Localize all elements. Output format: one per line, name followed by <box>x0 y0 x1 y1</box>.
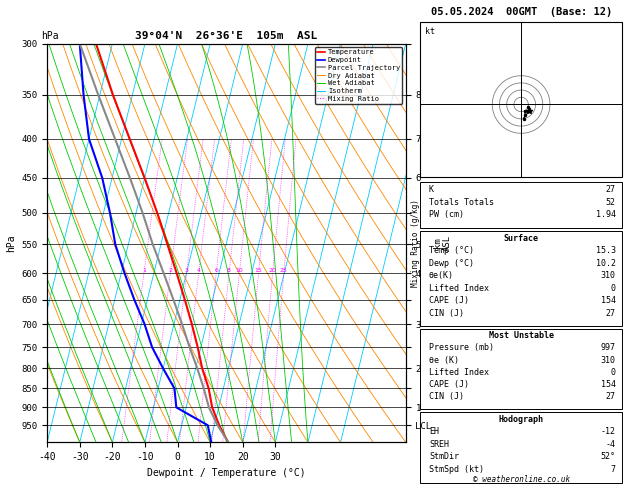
Text: 27: 27 <box>606 185 616 194</box>
X-axis label: Dewpoint / Temperature (°C): Dewpoint / Temperature (°C) <box>147 468 306 478</box>
Text: Surface: Surface <box>504 234 538 243</box>
Text: 20: 20 <box>269 268 277 273</box>
Text: 6: 6 <box>214 268 218 273</box>
Y-axis label: km
ASL: km ASL <box>433 235 452 251</box>
Text: 39°04'N  26°36'E  105m  ASL: 39°04'N 26°36'E 105m ASL <box>135 31 318 41</box>
Bar <box>420 22 622 177</box>
Text: θe (K): θe (K) <box>429 355 459 364</box>
Text: 15.3: 15.3 <box>596 246 616 255</box>
Text: K: K <box>429 185 434 194</box>
Text: StmSpd (kt): StmSpd (kt) <box>429 465 484 474</box>
Text: CAPE (J): CAPE (J) <box>429 296 469 305</box>
Text: PW (cm): PW (cm) <box>429 210 464 220</box>
Text: CIN (J): CIN (J) <box>429 392 464 401</box>
Text: CIN (J): CIN (J) <box>429 309 464 317</box>
Text: CAPE (J): CAPE (J) <box>429 380 469 389</box>
Text: 52: 52 <box>606 198 616 207</box>
Text: Temp (°C): Temp (°C) <box>429 246 474 255</box>
Text: kt: kt <box>425 27 435 36</box>
Bar <box>420 182 622 228</box>
Text: Lifted Index: Lifted Index <box>429 367 489 377</box>
Text: 10.2: 10.2 <box>596 259 616 268</box>
Text: Lifted Index: Lifted Index <box>429 283 489 293</box>
Text: 25: 25 <box>280 268 287 273</box>
Text: Mixing Ratio (g/kg): Mixing Ratio (g/kg) <box>411 199 420 287</box>
Text: 8: 8 <box>227 268 231 273</box>
Text: 310: 310 <box>601 271 616 280</box>
Text: 2: 2 <box>169 268 172 273</box>
Text: 10: 10 <box>235 268 243 273</box>
Text: Totals Totals: Totals Totals <box>429 198 494 207</box>
Text: 7: 7 <box>611 465 616 474</box>
Text: Hodograph: Hodograph <box>499 415 543 424</box>
Text: EH: EH <box>429 427 439 436</box>
Text: 997: 997 <box>601 343 616 352</box>
Text: 27: 27 <box>606 309 616 317</box>
Text: -12: -12 <box>601 427 616 436</box>
Text: 1.94: 1.94 <box>596 210 616 220</box>
Y-axis label: hPa: hPa <box>6 234 16 252</box>
Text: θe(K): θe(K) <box>429 271 454 280</box>
Text: 0: 0 <box>611 283 616 293</box>
Text: Most Unstable: Most Unstable <box>489 331 554 340</box>
Text: 154: 154 <box>601 380 616 389</box>
Text: 3: 3 <box>185 268 189 273</box>
Text: SREH: SREH <box>429 440 449 449</box>
Text: 15: 15 <box>255 268 262 273</box>
Text: 1: 1 <box>142 268 146 273</box>
Legend: Temperature, Dewpoint, Parcel Trajectory, Dry Adiabat, Wet Adiabat, Isotherm, Mi: Temperature, Dewpoint, Parcel Trajectory… <box>314 47 402 104</box>
Text: StmDir: StmDir <box>429 452 459 461</box>
Text: Dewp (°C): Dewp (°C) <box>429 259 474 268</box>
Text: 0: 0 <box>611 367 616 377</box>
Text: 52°: 52° <box>601 452 616 461</box>
Text: 154: 154 <box>601 296 616 305</box>
Text: hPa: hPa <box>41 31 58 41</box>
Bar <box>420 329 622 409</box>
Bar <box>420 231 622 326</box>
Text: 27: 27 <box>606 392 616 401</box>
Text: Pressure (mb): Pressure (mb) <box>429 343 494 352</box>
Bar <box>420 412 622 483</box>
Text: 4: 4 <box>197 268 201 273</box>
Text: -4: -4 <box>606 440 616 449</box>
Text: 310: 310 <box>601 355 616 364</box>
Text: © weatheronline.co.uk: © weatheronline.co.uk <box>472 474 570 484</box>
Text: 05.05.2024  00GMT  (Base: 12): 05.05.2024 00GMT (Base: 12) <box>430 7 612 17</box>
